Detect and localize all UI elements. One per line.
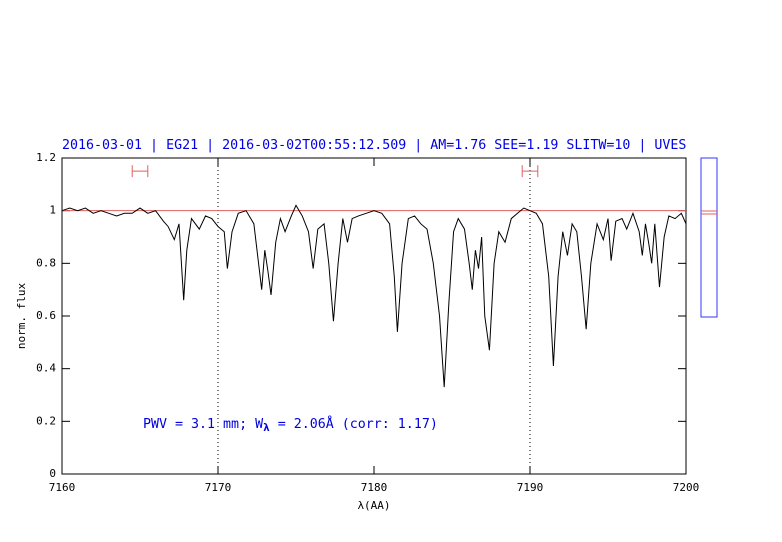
window-range	[131, 165, 149, 178]
y-tick-label: 0	[49, 467, 56, 480]
y-tick-label: 0.2	[36, 414, 56, 427]
y-axis-label: norm. flux	[15, 283, 28, 350]
y-tick-label: 0.6	[36, 309, 56, 322]
x-axis-label: λ(AA)	[357, 499, 390, 512]
side-box	[700, 157, 718, 318]
x-tick-label: 7170	[205, 481, 232, 494]
y-tick-label: 1.2	[36, 151, 56, 164]
y-tick-label: 0.4	[36, 362, 56, 375]
y-tick-label: 0.8	[36, 256, 56, 269]
annotation-text: PWV = 3.1 mm; W	[143, 417, 263, 432]
spectrum-line	[61, 204, 687, 388]
x-tick-label: 7200	[673, 481, 700, 494]
annotation: PWV = 3.1 mm; Wλ = 2.06Å (corr: 1.17)	[143, 415, 438, 434]
x-tick-label: 7160	[49, 481, 76, 494]
x-tick-label: 7180	[361, 481, 388, 494]
annotation-subscript: λ	[263, 421, 270, 434]
x-tick-label: 7190	[517, 481, 544, 494]
chart-title: 2016-03-01 | EG21 | 2016-03-02T00:55:12.…	[62, 138, 686, 153]
window-range	[521, 165, 539, 178]
y-tick-label: 1	[49, 204, 56, 217]
annotation-text: = 2.06Å (corr: 1.17)	[270, 415, 438, 432]
